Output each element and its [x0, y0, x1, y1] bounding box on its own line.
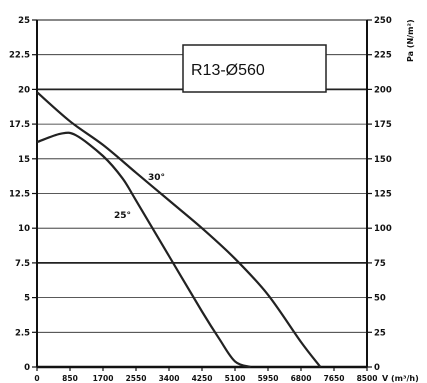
left-tick-label-2.5: 2.5	[15, 328, 30, 338]
left-tick-label-20: 20	[18, 85, 30, 95]
left-tick-label-15: 15	[18, 155, 30, 165]
x-tick-label-6800: 6800	[291, 374, 312, 383]
x-tick-label-2550: 2550	[126, 374, 147, 383]
x-axis-title: V (m³/h)	[382, 374, 419, 383]
x-tick-label-4250: 4250	[192, 374, 213, 383]
chart-title: R13-Ø560	[191, 62, 265, 79]
x-tick-label-7650: 7650	[324, 374, 345, 383]
right-tick-label-225: 225	[374, 51, 392, 61]
x-tick-label-5100: 5100	[225, 374, 246, 383]
curve-30	[36, 91, 322, 368]
curve-label-30: 30°	[148, 173, 165, 183]
right-tick-label-100: 100	[374, 224, 392, 234]
left-tick-label-17.5: 17.5	[9, 120, 30, 130]
right-tick-label-175: 175	[374, 120, 392, 130]
left-tick-label-10: 10	[18, 224, 30, 234]
left-tick-label-22.5: 22.5	[9, 51, 30, 61]
x-tick-label-5950: 5950	[258, 374, 279, 383]
right-tick-label-150: 150	[374, 155, 392, 165]
right-tick-label-75: 75	[374, 259, 386, 269]
right-tick-label-200: 200	[374, 85, 392, 95]
left-tick-label-12.5: 12.5	[9, 190, 30, 200]
curves	[36, 91, 322, 369]
curve-25	[36, 131, 251, 369]
left-tick-label-25: 25	[18, 16, 30, 26]
right-tick-label-125: 125	[374, 190, 392, 200]
right-tick-label-25: 25	[374, 328, 386, 338]
left-tick-label-7.5: 7.5	[15, 259, 30, 269]
left-tick-label-0: 0	[24, 363, 30, 373]
x-tick-label-850: 850	[62, 374, 78, 383]
tick-labels: 02.557.51012.51517.52022.525025507510012…	[9, 16, 392, 383]
x-tick-label-1700: 1700	[93, 374, 114, 383]
curve-label-25: 25°	[114, 211, 131, 221]
axes	[32, 19, 372, 371]
x-tick-label-8500: 8500	[357, 374, 378, 383]
x-tick-label-3400: 3400	[159, 374, 180, 383]
right-axis-title: Pa (N/m²)	[406, 19, 415, 62]
title-box	[182, 44, 327, 93]
right-tick-label-50: 50	[374, 294, 386, 304]
right-tick-label-250: 250	[374, 16, 392, 26]
x-tick-label-0: 0	[34, 374, 39, 383]
right-tick-label-0: 0	[374, 363, 380, 373]
left-tick-label-5: 5	[24, 294, 30, 304]
